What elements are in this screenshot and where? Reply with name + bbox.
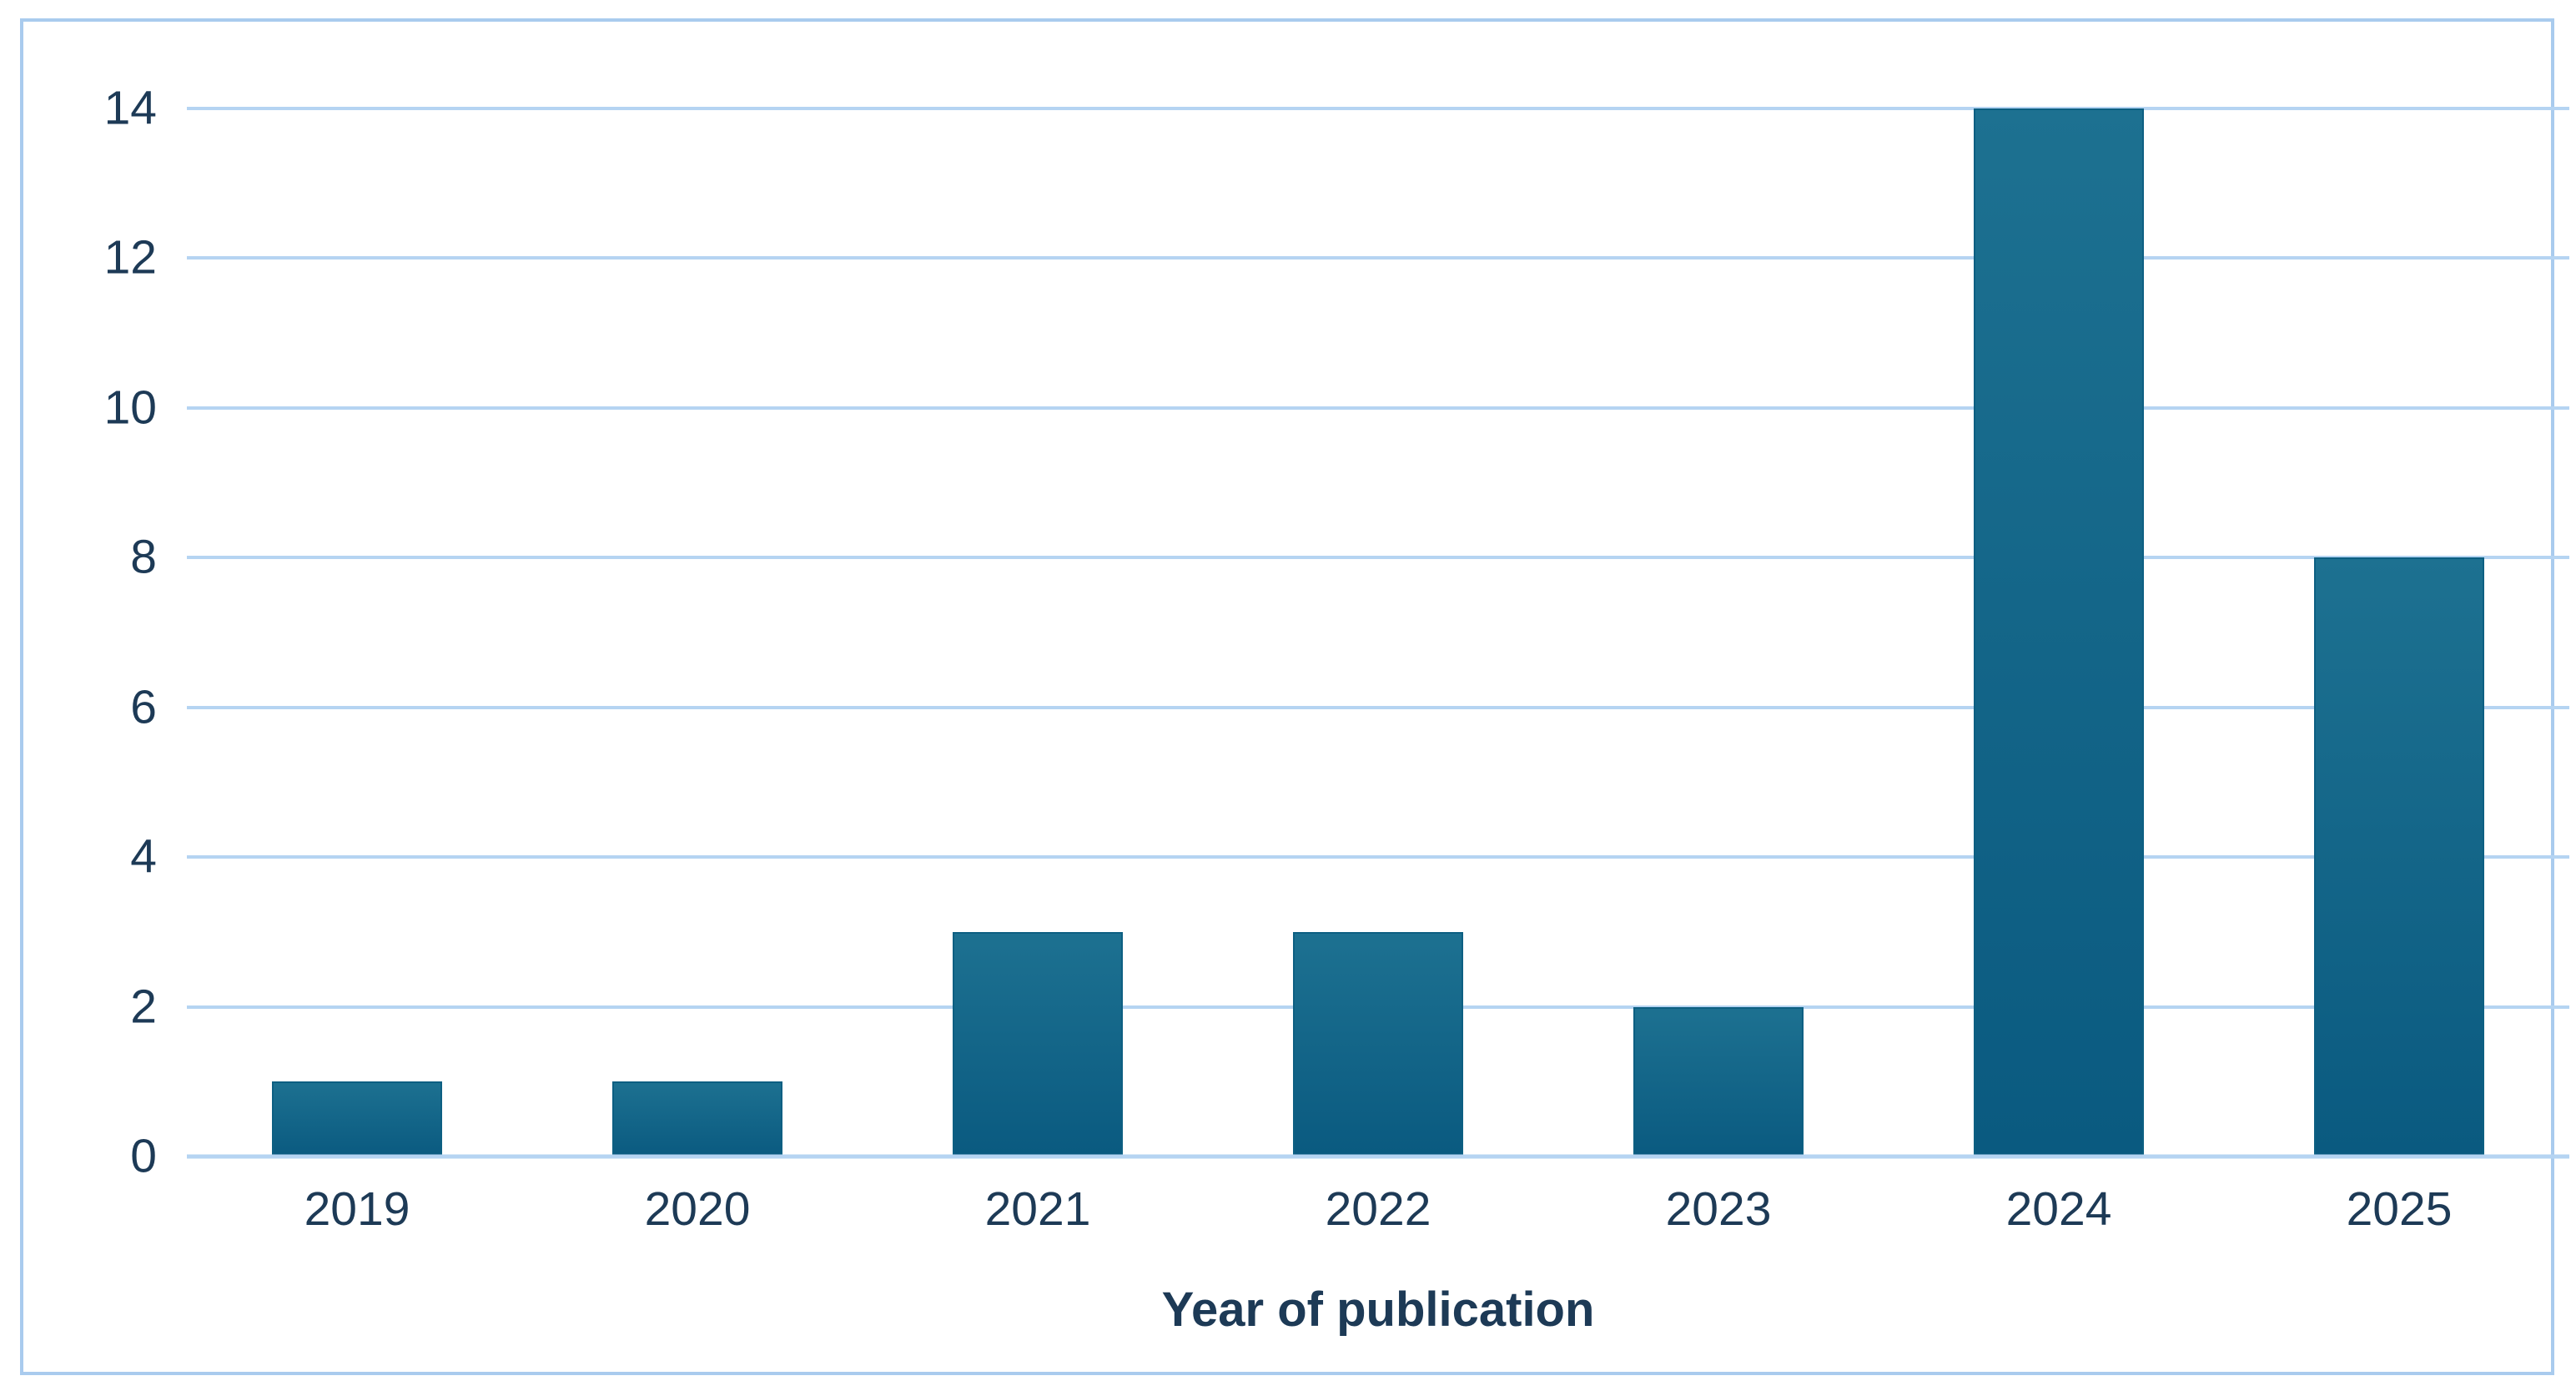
y-axis-tick-labels: 0 2 4 6 8 10 12 14 bbox=[48, 84, 157, 1180]
y-tick-label: 6 bbox=[130, 680, 157, 734]
bar-2020 bbox=[612, 1081, 782, 1157]
x-tick-label-2021: 2021 bbox=[984, 1182, 1091, 1236]
bar-slot-2019 bbox=[187, 108, 527, 1157]
y-tick-label: 4 bbox=[130, 829, 157, 884]
bar-series bbox=[187, 108, 2569, 1157]
y-tick-label: 14 bbox=[103, 81, 157, 135]
bar-slot-2023 bbox=[1548, 108, 1889, 1157]
y-tick-label: 0 bbox=[130, 1129, 157, 1183]
bar-2023 bbox=[1633, 1006, 1804, 1157]
x-tick-label-2024: 2024 bbox=[2005, 1182, 2112, 1236]
bar-slot-2022 bbox=[1208, 108, 1548, 1157]
gridline-y12 bbox=[187, 256, 2569, 260]
x-axis-title: Year of publication bbox=[1161, 1283, 1595, 1337]
bar-2024 bbox=[1974, 108, 2144, 1157]
bar-2021 bbox=[953, 931, 1123, 1157]
bar-2025 bbox=[2314, 557, 2484, 1157]
gridline-y8 bbox=[187, 556, 2569, 560]
x-axis-line bbox=[187, 1154, 2569, 1159]
y-tick-label: 10 bbox=[103, 380, 157, 435]
x-tick-label-2019: 2019 bbox=[304, 1182, 410, 1236]
bar-slot-2021 bbox=[868, 108, 1208, 1157]
x-tick-label-2020: 2020 bbox=[644, 1182, 751, 1236]
x-tick-label-2025: 2025 bbox=[2346, 1182, 2453, 1236]
gridline-y14 bbox=[187, 107, 2569, 110]
bar-2019 bbox=[272, 1081, 442, 1157]
y-tick-label: 2 bbox=[130, 980, 157, 1034]
x-axis-tick-labels: 2019 2020 2021 2022 2023 2024 2025 bbox=[187, 1183, 2569, 1235]
bar-slot-2024 bbox=[1889, 108, 2229, 1157]
bar-slot-2020 bbox=[527, 108, 868, 1157]
plot-area bbox=[187, 107, 2569, 1159]
bar-2022 bbox=[1293, 931, 1463, 1157]
gridline-y6 bbox=[187, 705, 2569, 709]
y-tick-label: 8 bbox=[130, 530, 157, 584]
x-tick-label-2023: 2023 bbox=[1665, 1182, 1772, 1236]
y-tick-label: 12 bbox=[103, 230, 157, 285]
bar-slot-2025 bbox=[2229, 108, 2569, 1157]
chart-frame: 0 2 4 6 8 10 12 14 2019 2020 2021 2022 2023 2024 2025… bbox=[20, 18, 2569, 1375]
gridline-y10 bbox=[187, 406, 2569, 410]
x-tick-label-2022: 2022 bbox=[1325, 1182, 1431, 1236]
gridline-y4 bbox=[187, 855, 2569, 859]
